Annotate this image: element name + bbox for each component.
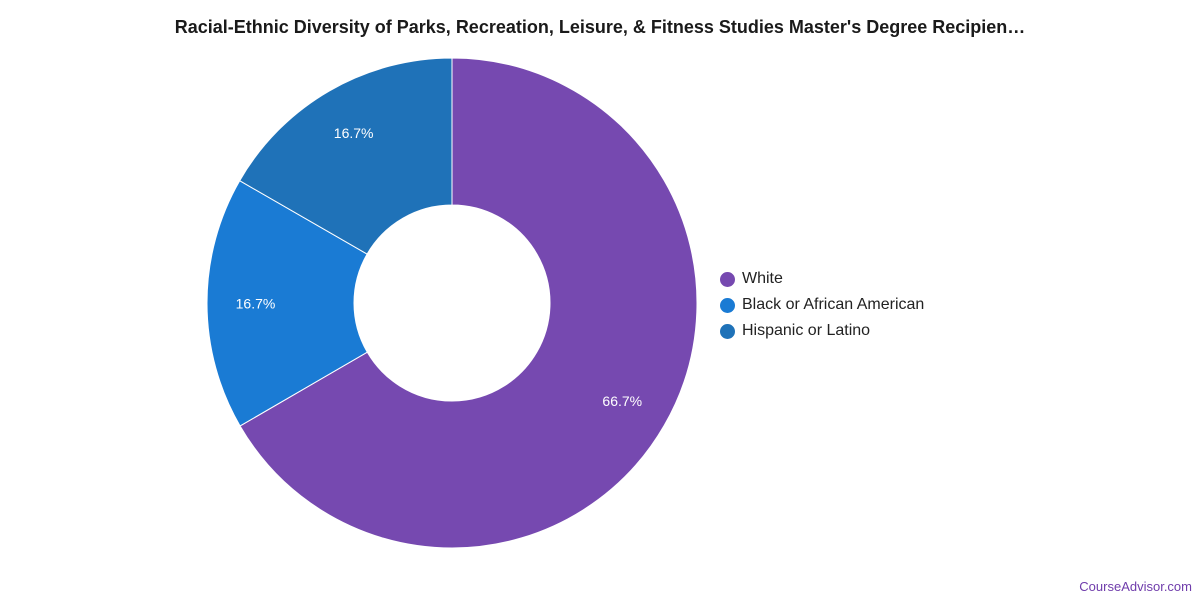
legend-swatch [720, 297, 735, 313]
slice-white[interactable] [239, 57, 698, 549]
legend-item-hispanic[interactable]: Hispanic or Latino [720, 318, 924, 344]
slice-labels-group: 66.7% 16.7% 16.7% [236, 125, 642, 409]
legend: White Black or African American Hispanic… [720, 266, 924, 344]
slices-group [206, 57, 698, 549]
legend-swatch [720, 271, 735, 287]
slice-label: 66.7% [602, 393, 642, 409]
legend-label: Hispanic or Latino [742, 322, 871, 339]
legend-swatch [720, 323, 735, 339]
legend-label: White [742, 270, 783, 287]
slice-hispanic[interactable] [239, 57, 453, 255]
chart-title: Racial-Ethnic Diversity of Parks, Recrea… [174, 17, 1026, 37]
legend-item-white[interactable]: White [720, 266, 924, 292]
slice-label: 16.7% [236, 295, 276, 311]
slice-label: 16.7% [334, 125, 374, 141]
legend-item-black[interactable]: Black or African American [720, 292, 924, 318]
slice-black[interactable] [206, 180, 368, 427]
legend-label: Black or African American [742, 296, 925, 313]
source-credit[interactable]: CourseAdvisor.com [1079, 579, 1192, 594]
